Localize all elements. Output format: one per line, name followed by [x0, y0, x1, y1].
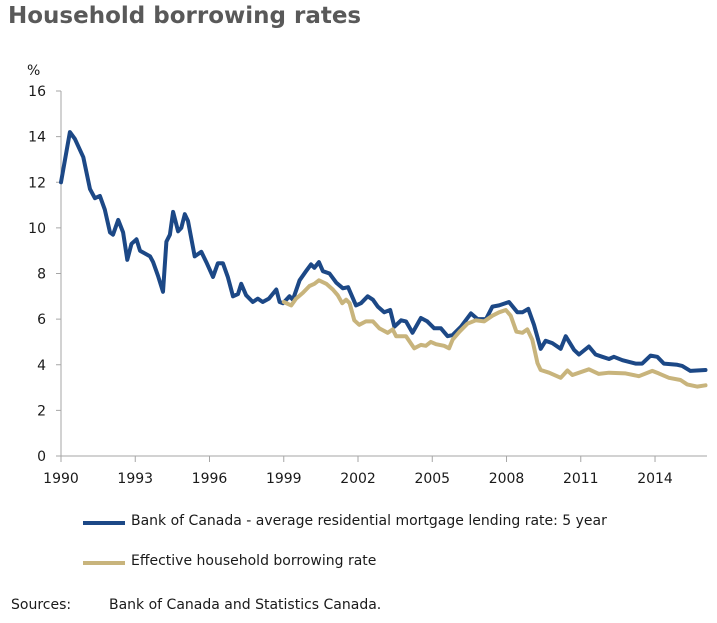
series-line-effective-rate	[281, 278, 708, 389]
legend-label-mortgage-rate: Bank of Canada - average residential mor…	[131, 513, 607, 529]
sources-label: Sources:	[11, 597, 72, 613]
x-tick-label: 2005	[414, 471, 450, 487]
y-tick-label: 2	[37, 403, 46, 419]
y-tick-label: 6	[37, 312, 46, 328]
x-tick-label: 2011	[563, 471, 599, 487]
y-tick-label: 14	[28, 130, 46, 146]
x-tick-label: 2014	[637, 471, 673, 487]
y-tick-label: 4	[37, 358, 46, 374]
x-tick-label: 2008	[489, 471, 525, 487]
x-tick-label: 1993	[117, 471, 153, 487]
y-axis-unit: %	[27, 63, 40, 79]
y-tick-label: 12	[28, 175, 46, 191]
y-tick-label: 16	[28, 84, 46, 100]
y-tick-label: 8	[37, 267, 46, 283]
series-line-mortgage-rate	[59, 130, 708, 373]
x-tick-label: 1996	[192, 471, 228, 487]
x-tick-label: 1990	[43, 471, 79, 487]
x-tick-label: 2002	[340, 471, 376, 487]
y-tick-label: 0	[37, 449, 46, 465]
chart-title: Household borrowing rates	[8, 3, 362, 29]
x-tick-label: 1999	[266, 471, 302, 487]
y-tick-label: 10	[28, 221, 46, 237]
sources-text: Bank of Canada and Statistics Canada.	[109, 597, 382, 613]
legend-label-effective-rate: Effective household borrowing rate	[131, 553, 377, 569]
